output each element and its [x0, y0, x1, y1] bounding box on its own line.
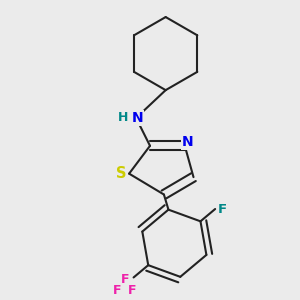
- Text: F: F: [218, 202, 227, 215]
- Text: N: N: [131, 111, 143, 125]
- Text: F: F: [112, 284, 121, 297]
- Text: F: F: [121, 273, 129, 286]
- Text: N: N: [182, 135, 194, 148]
- Text: S: S: [116, 166, 127, 181]
- Text: H: H: [118, 112, 128, 124]
- Text: F: F: [128, 284, 136, 297]
